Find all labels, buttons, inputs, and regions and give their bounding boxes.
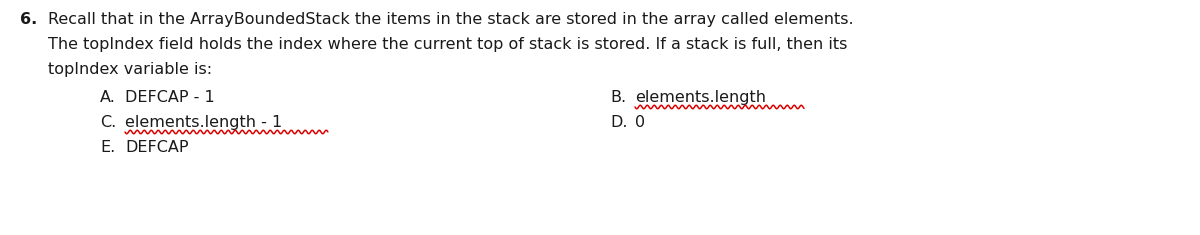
Text: E.: E. <box>100 140 115 155</box>
Text: Recall that in the ArrayBoundedStack the items in the stack are stored in the ar: Recall that in the ArrayBoundedStack the… <box>48 12 853 27</box>
Text: elements.length: elements.length <box>635 90 766 105</box>
Text: D.: D. <box>610 115 628 130</box>
Text: C.: C. <box>100 115 116 130</box>
Text: topIndex variable is:: topIndex variable is: <box>48 62 212 77</box>
Text: elements.length - 1: elements.length - 1 <box>125 115 282 130</box>
Text: A.: A. <box>100 90 116 105</box>
Text: DEFCAP: DEFCAP <box>125 140 188 155</box>
Text: The topIndex field holds the index where the current top of stack is stored. If : The topIndex field holds the index where… <box>48 37 847 52</box>
Text: 0: 0 <box>635 115 646 130</box>
Text: B.: B. <box>610 90 626 105</box>
Text: DEFCAP - 1: DEFCAP - 1 <box>125 90 215 105</box>
Text: 6.: 6. <box>20 12 37 27</box>
